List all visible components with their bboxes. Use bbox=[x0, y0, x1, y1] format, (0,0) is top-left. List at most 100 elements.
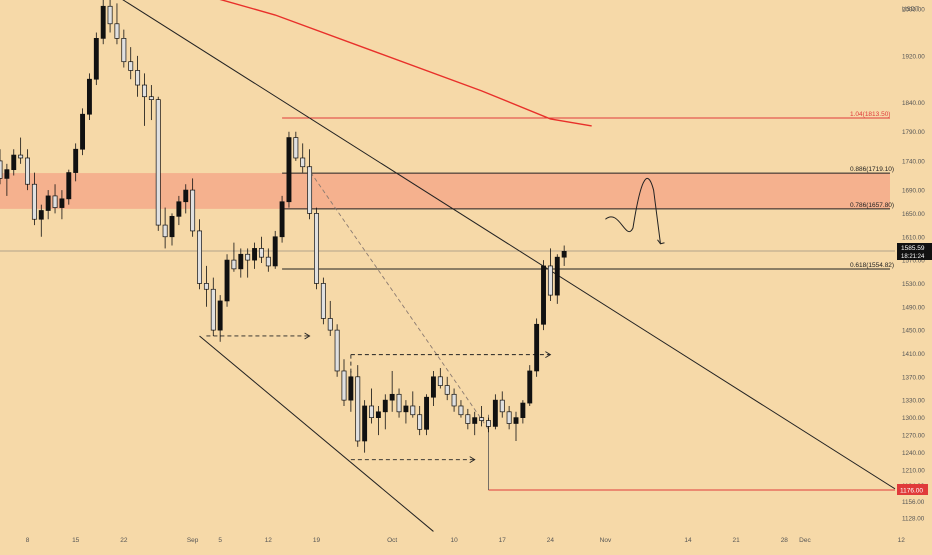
y-tick-label: 1740.00 bbox=[902, 158, 925, 165]
candle-body bbox=[320, 283, 326, 319]
y-tick-label: 1210.00 bbox=[902, 468, 925, 475]
candle-body bbox=[224, 259, 230, 302]
candle-body bbox=[197, 230, 202, 284]
candle-body bbox=[183, 189, 189, 203]
descending-trendline bbox=[122, 0, 896, 490]
candle-body bbox=[499, 399, 505, 413]
candle-body bbox=[437, 376, 443, 386]
y-tick-label: 1300.00 bbox=[902, 415, 925, 422]
candle-body bbox=[554, 256, 560, 296]
candle-body bbox=[31, 183, 37, 220]
x-tick-label: 15 bbox=[72, 537, 80, 544]
y-tick-label: 2000.00 bbox=[902, 7, 925, 14]
y-tick-label: 1610.00 bbox=[902, 234, 925, 241]
moving-average-line bbox=[219, 0, 592, 127]
x-tick-label: 24 bbox=[547, 537, 555, 544]
candle-body bbox=[38, 210, 44, 220]
candle-body bbox=[334, 329, 340, 372]
y-tick-label: 1270.00 bbox=[902, 433, 925, 440]
projection-arrow-lower-head bbox=[469, 456, 476, 464]
candle-body bbox=[128, 61, 134, 71]
y-tick-label: 1570.00 bbox=[902, 258, 925, 265]
candle-body bbox=[341, 370, 347, 401]
candle-body bbox=[513, 417, 519, 424]
price-tag bbox=[897, 484, 928, 495]
x-tick-label: 17 bbox=[499, 537, 507, 544]
candle-body bbox=[142, 84, 147, 98]
candle-body bbox=[293, 137, 299, 159]
x-tick-label: Oct bbox=[387, 537, 397, 544]
current-price-tag bbox=[897, 243, 932, 260]
candle-body bbox=[382, 399, 388, 413]
candle-body bbox=[272, 236, 278, 267]
x-tick-label: 12 bbox=[898, 537, 906, 544]
candle-body bbox=[121, 38, 127, 63]
candle-body bbox=[59, 198, 65, 208]
candle-body bbox=[375, 411, 381, 418]
candle-body bbox=[444, 385, 450, 395]
y-tick-label: 1410.00 bbox=[902, 351, 925, 358]
candle-body bbox=[114, 23, 120, 39]
currency-label: USDT bbox=[902, 6, 919, 13]
x-tick-label: 21 bbox=[733, 537, 741, 544]
candle-body bbox=[527, 370, 533, 404]
y-tick-label: 1840.00 bbox=[902, 100, 925, 107]
candle-body bbox=[18, 154, 24, 159]
candle-body bbox=[231, 259, 237, 270]
candle-body bbox=[547, 265, 553, 296]
candle-body bbox=[148, 96, 154, 100]
candle-body bbox=[561, 250, 567, 258]
fib-level-label: 0.786(1657.80) bbox=[850, 202, 894, 209]
projected-path-head bbox=[657, 239, 665, 245]
candle-body bbox=[86, 78, 92, 115]
candle-body bbox=[403, 405, 409, 413]
candle-body bbox=[307, 166, 313, 214]
x-tick-label: 5 bbox=[218, 537, 222, 544]
candle-body bbox=[417, 414, 423, 430]
candle-body bbox=[486, 420, 491, 427]
y-tick-label: 1330.00 bbox=[902, 398, 925, 405]
candle-body bbox=[300, 157, 306, 168]
supply-zone bbox=[0, 173, 890, 209]
candle-body bbox=[217, 300, 223, 331]
candle-body bbox=[465, 414, 471, 424]
candle-body bbox=[362, 405, 368, 442]
x-tick-label: 28 bbox=[781, 537, 789, 544]
candle-body bbox=[424, 396, 430, 430]
x-tick-label: 10 bbox=[450, 537, 458, 544]
candle-body bbox=[265, 256, 271, 267]
projected-path bbox=[605, 177, 661, 244]
candle-body bbox=[492, 399, 498, 427]
candle-body bbox=[25, 157, 30, 185]
candle-body bbox=[52, 195, 58, 208]
candle-body bbox=[541, 265, 546, 325]
fib-level-label: 0.886(1719.10) bbox=[850, 166, 894, 173]
candle-body bbox=[410, 405, 416, 416]
candle-body bbox=[80, 113, 86, 150]
candle-body bbox=[279, 201, 285, 238]
candle-body bbox=[258, 248, 264, 258]
countdown-value: 18:21:24 bbox=[901, 254, 925, 260]
candle-body bbox=[100, 5, 106, 39]
y-tick-label: 1690.00 bbox=[902, 188, 925, 195]
y-tick-label: 1156.00 bbox=[902, 499, 925, 506]
candle-body bbox=[348, 376, 354, 401]
y-tick-label: 1650.00 bbox=[902, 211, 925, 218]
candle-body bbox=[479, 417, 485, 421]
candle-body bbox=[369, 405, 374, 418]
candle-body bbox=[176, 201, 182, 217]
candle-body bbox=[210, 288, 216, 331]
candle-body bbox=[190, 189, 196, 232]
candle-body bbox=[107, 5, 113, 25]
candle-body bbox=[245, 253, 251, 261]
candle-body bbox=[451, 393, 457, 407]
x-tick-label: 12 bbox=[265, 537, 273, 544]
candle-body bbox=[355, 376, 361, 442]
x-tick-label: Dec bbox=[799, 537, 811, 544]
candle-body bbox=[135, 70, 141, 86]
lower-channel-line bbox=[199, 335, 434, 532]
y-tick-label: 1530.00 bbox=[902, 281, 925, 288]
candle-body bbox=[389, 393, 395, 401]
